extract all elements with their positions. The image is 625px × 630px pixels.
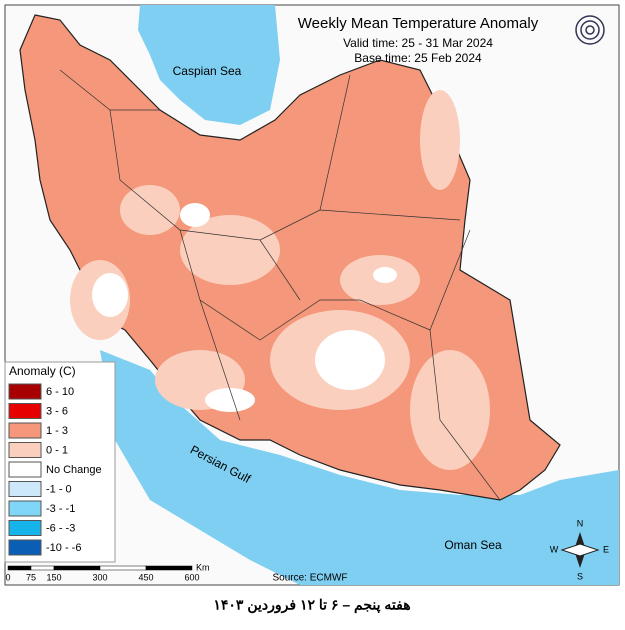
legend-label: 6 - 10 — [46, 386, 74, 398]
scale-label: 450 — [138, 572, 153, 582]
legend-label: 0 - 1 — [46, 444, 68, 456]
scale-label: 600 — [184, 572, 199, 582]
legend-swatch — [8, 500, 42, 517]
compass-w: W — [550, 544, 559, 554]
scale-segment — [145, 565, 193, 571]
legend-swatch — [8, 442, 42, 458]
legend-swatch — [8, 481, 42, 497]
sea — [100, 350, 619, 585]
caspian-sea — [138, 5, 280, 125]
legend-swatch — [8, 539, 42, 556]
legend-label: -10 - -6 — [46, 542, 81, 554]
light-anomaly-areas — [70, 90, 490, 470]
scale-segment — [7, 565, 32, 571]
scale-segment — [30, 565, 55, 571]
legend-label: 1 - 3 — [46, 425, 68, 437]
no-change-areas — [92, 203, 397, 412]
legend-swatch — [8, 383, 42, 400]
legend-label: 3 - 6 — [46, 405, 68, 417]
sea-label: Oman Sea — [444, 538, 502, 552]
legend-label: -6 - -3 — [46, 522, 75, 534]
compass-n: N — [577, 518, 584, 528]
legend-swatch — [8, 461, 42, 478]
scale-label: 300 — [92, 572, 107, 582]
sea-label: Caspian Sea — [173, 64, 242, 78]
caption: هفته پنجم – ۶ تا ۱۲ فروردین ۱۴۰۳ — [213, 597, 410, 614]
scale-label: 150 — [46, 572, 61, 582]
legend-label: -1 - 0 — [46, 483, 72, 495]
compass: N S E W — [550, 518, 609, 581]
legend-swatch — [8, 422, 42, 439]
compass-e: E — [603, 544, 609, 554]
compass-s: S — [577, 571, 583, 581]
base-time: Base time: 25 Feb 2024 — [354, 51, 482, 65]
legend-swatch — [8, 520, 42, 536]
scale-unit: Km — [196, 562, 210, 572]
scale-segment — [99, 565, 147, 571]
scale-label: 0 — [5, 572, 10, 582]
valid-time: Valid time: 25 - 31 Mar 2024 — [343, 36, 493, 50]
legend-label: -3 - -1 — [46, 503, 75, 515]
legend-label: No Change — [46, 464, 102, 476]
legend-swatch — [8, 403, 42, 419]
legend-title: Anomaly (C) — [9, 364, 76, 378]
source: Source: ECMWF — [272, 573, 347, 584]
scale-segment — [53, 565, 101, 571]
scale-label: 75 — [26, 572, 36, 582]
province-borders — [59, 69, 501, 501]
logo — [575, 15, 605, 45]
title: Weekly Mean Temperature Anomaly — [298, 15, 539, 32]
